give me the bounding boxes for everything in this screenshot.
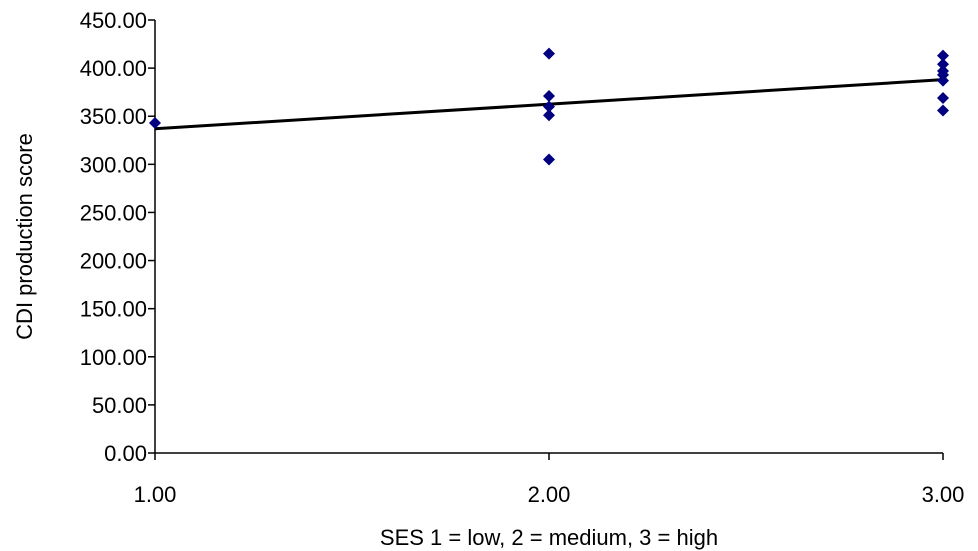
y-tick-label: 350.00: [80, 104, 147, 129]
data-point-diamond: [937, 91, 949, 104]
data-point-diamond: [937, 49, 949, 62]
axes: [154, 20, 943, 454]
data-point-diamond: [543, 47, 555, 60]
data-point-diamond: [543, 153, 555, 166]
data-points: [149, 47, 949, 166]
data-point-diamond: [937, 104, 949, 117]
y-tick-label: 0.00: [104, 441, 147, 466]
data-point-diamond: [543, 109, 555, 122]
y-tick-label: 450.00: [80, 8, 147, 33]
y-axis-ticks: 0.00 50.00 100.00 150.00 200.00 250.00 300.00 3…: [80, 8, 155, 466]
x-tick-label: 2.00: [528, 482, 571, 507]
y-tick-label: 50.00: [92, 393, 147, 418]
y-tick-label: 400.00: [80, 56, 147, 81]
data-point-diamond: [937, 58, 949, 71]
y-tick-label: 200.00: [80, 249, 147, 274]
y-tick-label: 100.00: [80, 345, 147, 370]
y-tick-label: 300.00: [80, 152, 147, 177]
y-axis-title: CDI production score: [12, 133, 37, 340]
y-tick-label: 250.00: [80, 200, 147, 225]
data-point-diamond: [937, 74, 949, 87]
x-tick-label: 1.00: [134, 482, 177, 507]
x-tick-label: 3.00: [922, 482, 965, 507]
x-axis-ticks: 1.00 2.00 3.00: [134, 453, 965, 507]
data-point-diamond: [543, 100, 555, 113]
y-tick-label: 150.00: [80, 297, 147, 322]
data-point-diamond: [149, 116, 161, 129]
data-point-diamond: [543, 90, 555, 103]
x-axis-title: SES 1 = low, 2 = medium, 3 = high: [380, 525, 718, 550]
